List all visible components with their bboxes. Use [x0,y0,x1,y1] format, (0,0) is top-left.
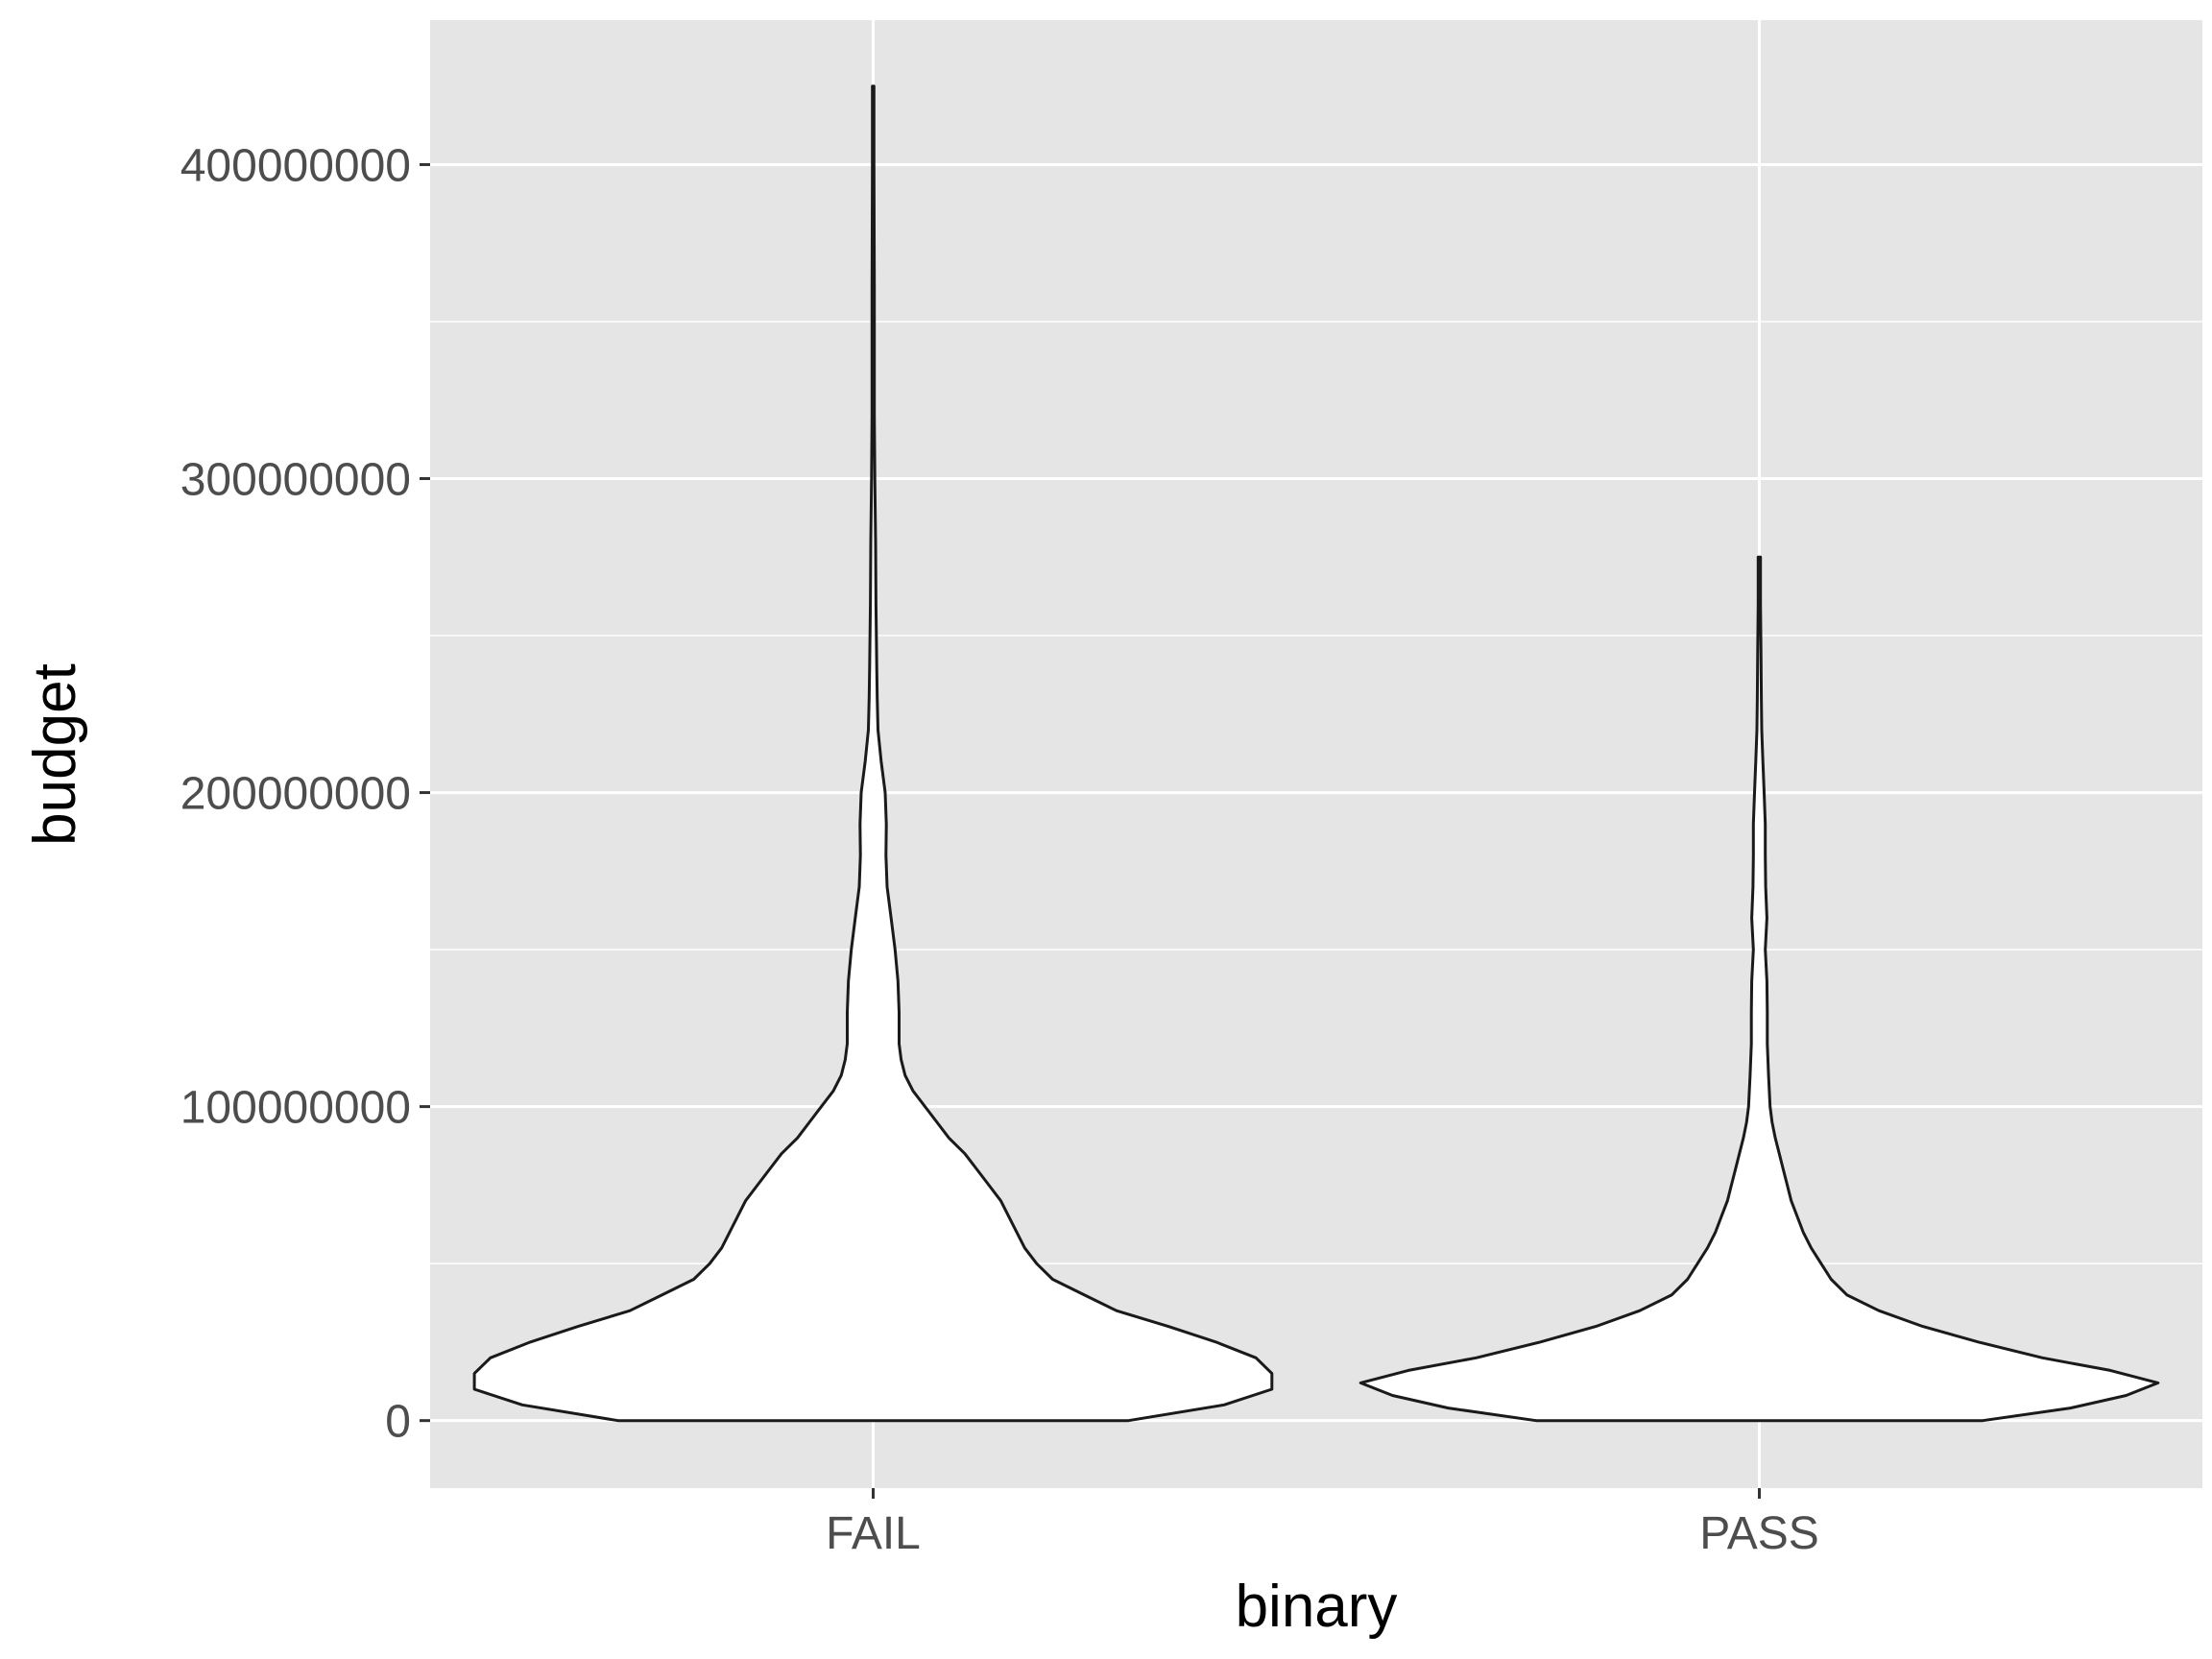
y-tick-label: 100000000 [180,1083,411,1134]
y-tick-label: 200000000 [180,769,411,820]
x-tick-label: FAIL [826,1508,921,1559]
violin-pass [1358,555,2160,1423]
violins [472,84,2160,1423]
violin-fail [472,84,1274,1423]
x-axis-title: binary [1236,1574,1398,1640]
y-axis: 0 100000000 200000000 300000000 400000000 [180,140,430,1448]
y-axis-title: budget [22,663,88,846]
x-tick-label: PASS [1699,1508,1819,1559]
y-tick-label: 300000000 [180,455,411,506]
y-tick-label: 0 [385,1397,411,1448]
y-tick-label: 400000000 [180,140,411,191]
x-axis: FAIL PASS [826,1488,1819,1559]
plot-panel [430,20,2202,1488]
